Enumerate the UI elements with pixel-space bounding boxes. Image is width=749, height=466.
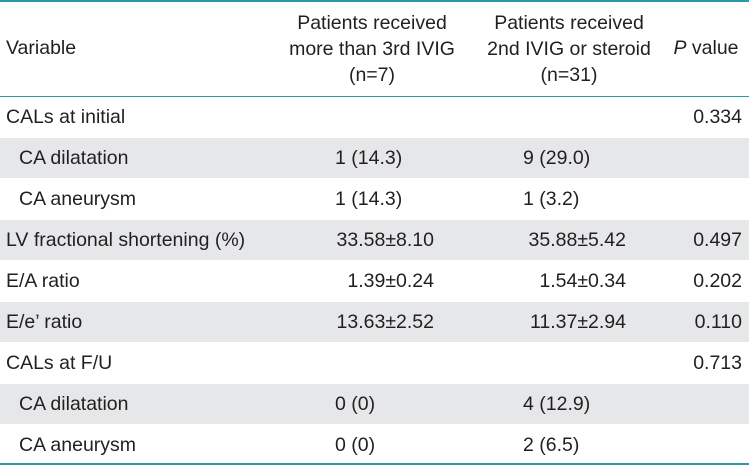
header-divider xyxy=(0,96,749,97)
row-p-value: 0.497 xyxy=(693,229,742,251)
header-group1-line1: Patients received xyxy=(297,12,447,34)
header-group2-line3: (n=31) xyxy=(540,64,598,86)
header-p-italic: P xyxy=(673,37,687,59)
row-group1-value: 1.39±0.24 xyxy=(347,270,434,292)
table-row: CALs at initial 0.334 xyxy=(0,97,749,138)
row-variable: CALs at initial xyxy=(6,106,126,128)
row-p-value: 0.202 xyxy=(693,270,742,292)
header-group-more-than-3rd-ivig: Patients received more than 3rd IVIG (n=… xyxy=(276,10,468,88)
row-variable: E/e’ ratio xyxy=(6,311,83,333)
table-top-rule xyxy=(0,0,749,2)
row-p-value: 0.110 xyxy=(694,311,742,333)
row-group2-value: 4 (12.9) xyxy=(523,393,591,415)
row-group1-value: 1 (14.3) xyxy=(335,188,403,210)
header-group1-line2: more than 3rd IVIG xyxy=(289,38,455,60)
table-row: CA aneurysm 0 (0) 2 (6.5) xyxy=(0,425,749,466)
header-group-2nd-ivig-or-steroid: Patients received 2nd IVIG or steroid (n… xyxy=(474,10,664,88)
table-header: Variable Patients received more than 3rd… xyxy=(0,2,749,96)
row-variable: CA dilatation xyxy=(19,147,129,169)
row-group1-value: 0 (0) xyxy=(335,393,376,415)
table-row: CA dilatation 0 (0) 4 (12.9) xyxy=(0,384,749,425)
table-row: LV fractional shortening (%) 33.58±8.10 … xyxy=(0,220,749,261)
row-variable: E/A ratio xyxy=(6,270,80,292)
table-row: E/A ratio 1.39±0.24 1.54±0.34 0.202 xyxy=(0,261,749,302)
row-variable: LV fractional shortening (%) xyxy=(6,229,246,251)
row-group2-value: 1.54±0.34 xyxy=(539,270,626,292)
row-group2-value: 35.88±5.42 xyxy=(528,229,626,251)
header-p-value: P value xyxy=(670,35,742,61)
row-p-value: 0.334 xyxy=(693,106,742,128)
row-group2-value: 9 (29.0) xyxy=(523,147,591,169)
row-group2-value: 11.37±2.94 xyxy=(529,311,626,333)
row-group1-value: 13.63±2.52 xyxy=(336,311,434,333)
table-row: E/e’ ratio 13.63±2.52 11.37±2.94 0.110 xyxy=(0,302,749,343)
table-bottom-rule xyxy=(0,463,749,465)
row-group2-value: 1 (3.2) xyxy=(523,188,580,210)
row-p-value: 0.713 xyxy=(693,352,742,374)
header-group2-line2: 2nd IVIG or steroid xyxy=(487,38,651,60)
row-group1-value: 1 (14.3) xyxy=(335,147,403,169)
row-variable: CA aneurysm xyxy=(19,434,137,456)
table-row: CA aneurysm 1 (14.3) 1 (3.2) xyxy=(0,179,749,220)
header-group1-line3: (n=7) xyxy=(348,64,396,86)
row-group1-value: 0 (0) xyxy=(335,434,376,456)
row-variable: CA dilatation xyxy=(19,393,129,415)
header-variable: Variable xyxy=(6,37,77,59)
row-group2-value: 2 (6.5) xyxy=(523,434,580,456)
table-row: CA dilatation 1 (14.3) 9 (29.0) xyxy=(0,138,749,179)
row-group1-value: 33.58±8.10 xyxy=(336,229,434,251)
header-group2-line1: Patients received xyxy=(494,12,644,34)
table-row: CALs at F/U 0.713 xyxy=(0,343,749,384)
header-p-rest: value xyxy=(686,37,739,59)
row-variable: CA aneurysm xyxy=(19,188,137,210)
row-variable: CALs at F/U xyxy=(6,352,113,374)
